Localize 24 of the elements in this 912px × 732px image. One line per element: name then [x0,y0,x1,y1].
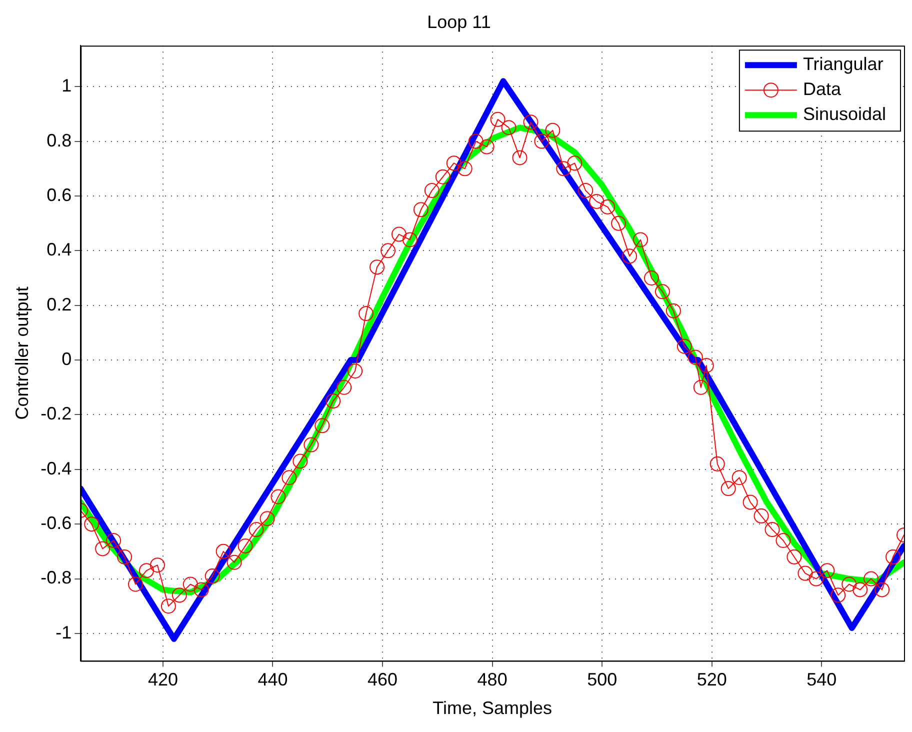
x-tick-label: 420 [148,670,178,690]
chart-title: Loop 11 [427,12,491,32]
x-tick-label: 500 [587,670,618,690]
y-axis-title: Controller output [12,286,32,420]
y-tick-label: 0.4 [46,240,72,260]
y-tick-label: -0.8 [40,568,72,588]
y-tick-label: 0.8 [46,130,72,150]
x-tick-label: 460 [368,670,398,690]
x-axis-title: Time, Samples [432,698,552,718]
y-tick-label: 0.2 [46,294,72,314]
x-tick-label: 480 [477,670,508,690]
legend-label: Sinusoidal [802,104,886,124]
x-tick-label: 440 [258,670,288,690]
y-tick-label: -1 [56,622,72,642]
legend-label: Data [802,79,842,100]
y-tick-label: -0.6 [40,513,72,534]
y-tick-label: 0.6 [46,184,72,205]
y-tick-label: -0.2 [40,404,72,424]
y-tick-label: 0 [62,349,72,370]
y-tick-label: -0.4 [40,458,72,478]
x-tick-label: 540 [806,670,837,690]
x-tick-label: 520 [696,670,727,690]
y-tick-label: 1 [62,76,72,96]
legend-label: Triangular [802,54,884,74]
